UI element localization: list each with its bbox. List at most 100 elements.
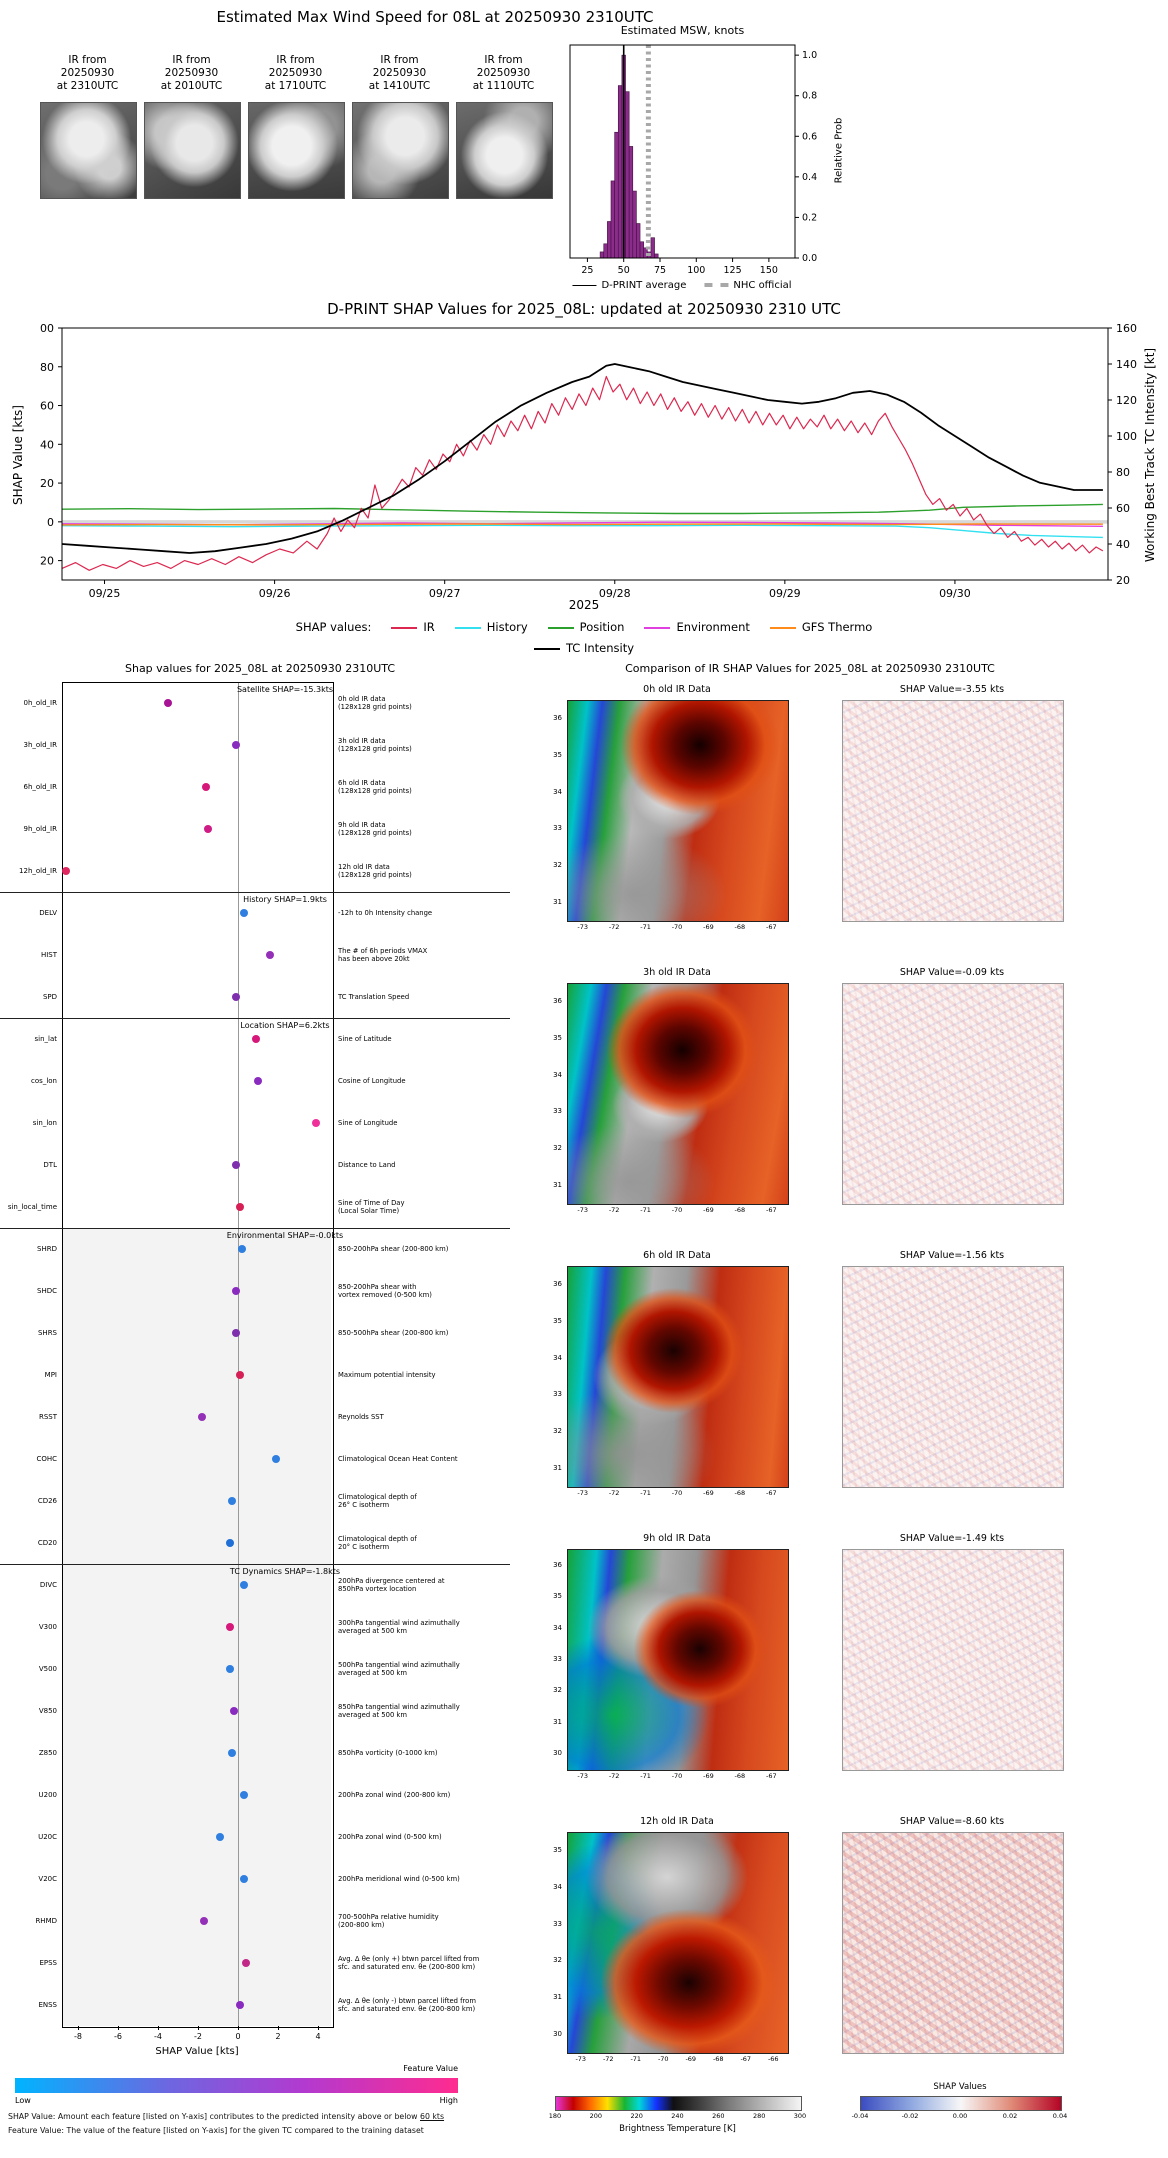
feature-label-sin_lat: sin_lat <box>34 1035 57 1043</box>
lat-tick-label: 31 <box>553 1180 562 1189</box>
feature-desc-EPSS: Avg. Δ θe (only +) btwn parcel lifted fr… <box>338 1954 480 1971</box>
lat-tick-label: 33 <box>553 1107 562 1116</box>
series-position <box>61 503 1103 515</box>
lon-tick-label: -69 <box>703 1772 714 1780</box>
legend-history: History <box>454 620 528 634</box>
svg-text:40: 40 <box>1116 538 1130 551</box>
x-tick-label: -4 <box>154 2032 162 2041</box>
feature-dot-sin_lat <box>252 1035 260 1043</box>
lat-tick-label: 31 <box>553 897 562 906</box>
shap-colorbar-tick: -0.02 <box>901 2112 919 2120</box>
feature-label-RSST: RSST <box>38 1413 57 1421</box>
feature-desc-SHRD: 850-200hPa shear (200-800 km) <box>338 1244 449 1253</box>
shap-map-title-4: SHAP Value=-8.60 kts <box>899 1816 1005 1827</box>
shap-map-image-4 <box>842 1832 1064 2054</box>
ir-thumbnail-label-3: IR from 20250930 at 1410UTC <box>368 54 431 93</box>
lat-tick-label: 32 <box>553 861 562 869</box>
feature-label-DTL: DTL <box>43 1161 57 1169</box>
lat-tick-label: 32 <box>553 1956 562 1965</box>
x-tick-label: -6 <box>114 2032 122 2041</box>
timeseries-title: D-PRINT SHAP Values for 2025_08L: update… <box>327 300 841 318</box>
feature-dot-HIST <box>266 951 274 959</box>
ir-thumbnail-label-4: IR from 20250930 at 1110UTC <box>472 54 535 93</box>
ir-map-image-4 <box>567 1832 789 2054</box>
feature-dot-DTL <box>232 1161 240 1169</box>
shap-map-image-2 <box>842 1266 1064 1488</box>
x-tick <box>118 2026 119 2030</box>
lon-tick-label: -71 <box>640 1772 651 1780</box>
lon-tick-label: -67 <box>765 1772 777 1780</box>
svg-text:75: 75 <box>654 265 666 276</box>
lon-tick-label: -67 <box>765 1206 777 1214</box>
feature-dot-COHC <box>272 1455 280 1463</box>
lat-tick-label: 31 <box>553 1993 562 2001</box>
feature-dot-V500 <box>226 1665 234 1673</box>
feature-dot-SHRS <box>232 1329 240 1337</box>
ir-map-title-4: 12h old IR Data <box>640 1816 714 1827</box>
ir-map-title-2: 6h old IR Data <box>643 1250 711 1261</box>
lon-tick-label: -72 <box>608 1206 620 1214</box>
feature-desc-DTL: Distance to Land <box>338 1160 396 1169</box>
ir-thumbnail-image-0 <box>40 102 137 199</box>
group-separator <box>0 1564 510 1565</box>
feature-dot-RHMD <box>200 1917 208 1925</box>
feature-label-Z850: Z850 <box>38 1749 57 1757</box>
series-ir <box>61 375 1104 571</box>
line-swatch <box>454 626 481 629</box>
lon-tick-label: -71 <box>640 923 651 931</box>
timeseries-ylabel-right: Working Best Track TC Intensity [kt] <box>1143 347 1157 563</box>
histogram-bar <box>607 221 612 259</box>
lon-tick-label: -68 <box>734 1772 746 1780</box>
feature-dot-SPD <box>232 993 240 1001</box>
feature-dot-12h_old_IR <box>62 867 70 875</box>
feature-label-V20C: V20C <box>38 1875 57 1883</box>
lat-tick-label: 35 <box>553 751 562 759</box>
lon-tick-label: -70 <box>671 1206 683 1214</box>
histogram-bar <box>610 180 615 259</box>
series-gfs-thermo <box>61 523 1103 526</box>
lon-tick-label: -72 <box>608 1772 620 1780</box>
lat-tick-label: 34 <box>553 787 562 796</box>
lon-tick-label: -68 <box>712 2055 724 2063</box>
lat-tick-label: 36 <box>553 1280 562 1289</box>
shap-map-image-3 <box>842 1549 1064 1771</box>
svg-text:100: 100 <box>1116 430 1137 443</box>
x-tick <box>158 2026 159 2030</box>
feature-label-SPD: SPD <box>42 993 57 1001</box>
lat-tick-label: 33 <box>553 1919 562 1928</box>
svg-text:0.0: 0.0 <box>802 253 817 264</box>
brightness-temperature-colorbar-label: Brightness Temperature [K] <box>619 2124 736 2134</box>
histogram-bar <box>628 146 634 259</box>
lat-tick-label: 36 <box>553 1560 562 1569</box>
colorbar-low-label: Low <box>15 2096 31 2105</box>
ir-thumbnail-label-0: IR from 20250930 at 2310UTC <box>56 54 119 93</box>
timeseries-legend-row1: SHAP values: IR History Position Environment… <box>0 620 1168 634</box>
x-tick-label: 0 <box>235 2032 241 2041</box>
svg-text:0: 0 <box>47 516 54 529</box>
lat-tick-label: 32 <box>553 1686 562 1695</box>
svg-text:1.0: 1.0 <box>802 50 817 61</box>
feature-label-DELV: DELV <box>39 909 57 917</box>
feature-value-colorbar <box>15 2078 458 2093</box>
feature-desc-cos_lon: Cosine of Longitude <box>338 1076 406 1085</box>
dotplot-axes-box <box>62 682 334 2028</box>
series-tc-intensity <box>61 363 1103 554</box>
bt-colorbar-tick: 200 <box>589 2112 603 2120</box>
lat-tick-label: 33 <box>553 824 562 833</box>
feature-desc-CD26: Climatological depth of 26° C isotherm <box>338 1492 417 1509</box>
feature-desc-RSST: Reynolds SST <box>338 1412 384 1421</box>
feature-dot-CD26 <box>228 1497 236 1505</box>
group-shading <box>63 1564 331 2026</box>
histogram-bar <box>625 91 630 259</box>
feature-label-HIST: HIST <box>40 951 57 959</box>
feature-label-MPI: MPI <box>44 1371 57 1379</box>
feature-dot-EPSS <box>242 1959 250 1967</box>
feature-dot-SHRD <box>238 1245 246 1253</box>
shap-colorbar-tick: -0.04 <box>851 2112 869 2120</box>
footnote-shap-value: SHAP Value: Amount each feature [listed … <box>8 2112 445 2121</box>
feature-desc-6h_old_IR: 6h old IR data (128x128 grid points) <box>338 778 412 795</box>
lon-tick-label: -73 <box>575 2055 587 2063</box>
feature-label-ENSS: ENSS <box>38 2001 57 2009</box>
feature-desc-sin_lon: Sine of Longitude <box>338 1118 398 1127</box>
